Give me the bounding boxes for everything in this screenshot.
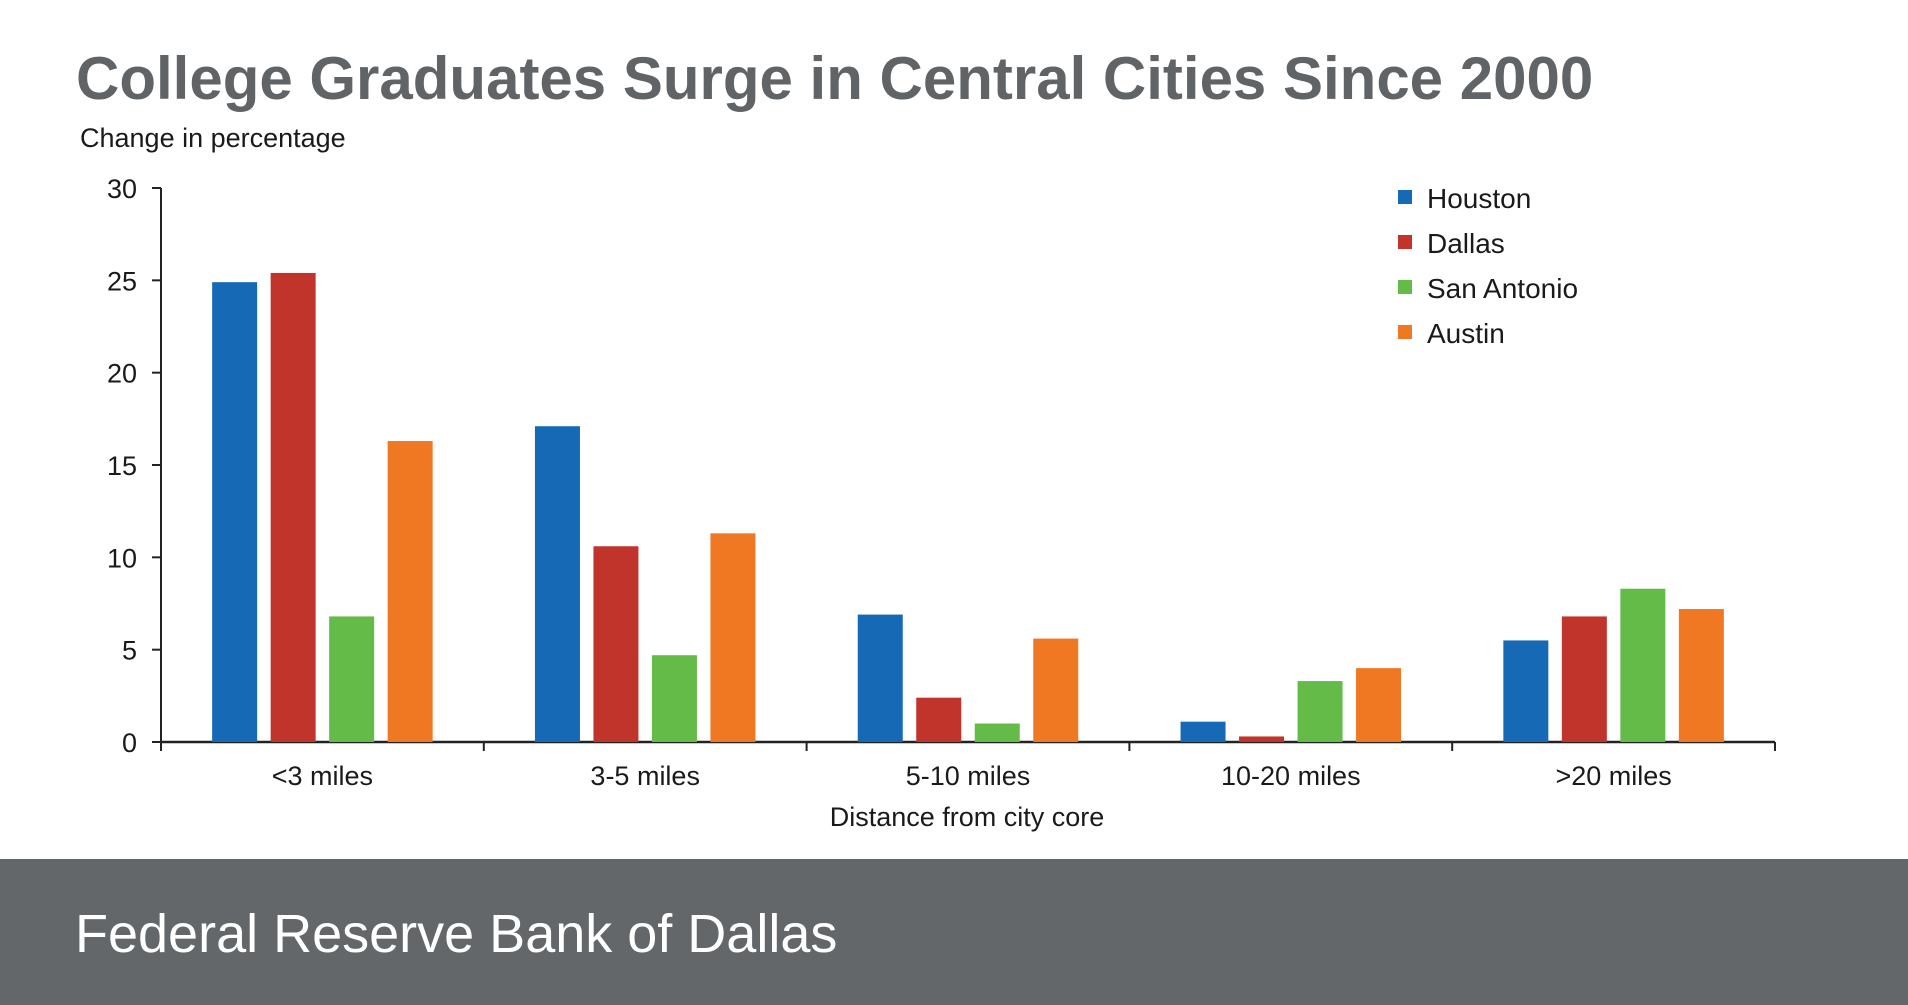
legend-label: Dallas [1427, 228, 1505, 259]
legend-label: Austin [1427, 318, 1505, 349]
bar-houston [1180, 721, 1226, 742]
y-tick-label: 10 [107, 543, 137, 573]
bar-dallas [593, 546, 639, 742]
legend-label: Houston [1427, 183, 1531, 214]
y-axis: 0 5 10 15 20 25 30 [107, 174, 162, 758]
bar-austin [1033, 638, 1079, 742]
y-axis-label: Change in percentage [80, 123, 346, 153]
bar-austin [1678, 609, 1724, 742]
bar-san-antonio [1620, 588, 1666, 742]
x-tick-labels: <3 miles 3-5 miles 5-10 miles 10-20 miles >2… [272, 761, 1672, 791]
footer-bar: Federal Reserve Bank of Dallas [0, 859, 1908, 1005]
bar-houston [1503, 640, 1549, 742]
x-axis [160, 740, 1776, 751]
bar-dallas [1561, 616, 1607, 742]
bar-houston [534, 426, 580, 742]
y-tick-label: 30 [107, 174, 137, 204]
bar-dallas [1239, 736, 1285, 742]
legend: Houston Dallas San Antonio Austin [1398, 183, 1578, 349]
bar-houston [212, 282, 258, 742]
y-tick-label: 5 [122, 636, 137, 666]
footer-brand-text: Federal Reserve Bank of Dallas [75, 904, 838, 964]
x-tick-label: >20 miles [1555, 761, 1671, 791]
y-tick-label: 25 [107, 266, 137, 296]
x-axis-label: Distance from city core [830, 802, 1105, 832]
x-tick-label: <3 miles [272, 761, 373, 791]
bar-chart: Change in percentage 0 5 10 15 20 25 30 <3 mil… [80, 123, 1776, 832]
bar-san-antonio [1297, 681, 1343, 742]
x-tick-label: 10-20 miles [1221, 761, 1361, 791]
legend-swatch [1398, 235, 1412, 249]
chart-title: College Graduates Surge in Central Citie… [76, 45, 1594, 112]
legend-swatch [1398, 325, 1412, 339]
y-tick-label: 0 [122, 728, 137, 758]
y-tick-label: 15 [107, 451, 137, 481]
bar-dallas [916, 697, 962, 742]
bar-houston [857, 614, 903, 742]
legend-swatch [1398, 280, 1412, 294]
x-tick-label: 3-5 miles [590, 761, 700, 791]
bar-san-antonio [329, 616, 375, 742]
x-tick-label: 5-10 miles [906, 761, 1031, 791]
bar-austin [1356, 668, 1402, 742]
legend-swatch [1398, 190, 1412, 204]
legend-label: San Antonio [1427, 273, 1578, 304]
bar-austin [710, 533, 756, 742]
bar-san-antonio [974, 723, 1020, 742]
bar-dallas [270, 272, 316, 742]
y-tick-label: 20 [107, 359, 137, 389]
bar-san-antonio [651, 655, 697, 742]
bar-austin [387, 440, 433, 742]
bars [212, 272, 1724, 742]
